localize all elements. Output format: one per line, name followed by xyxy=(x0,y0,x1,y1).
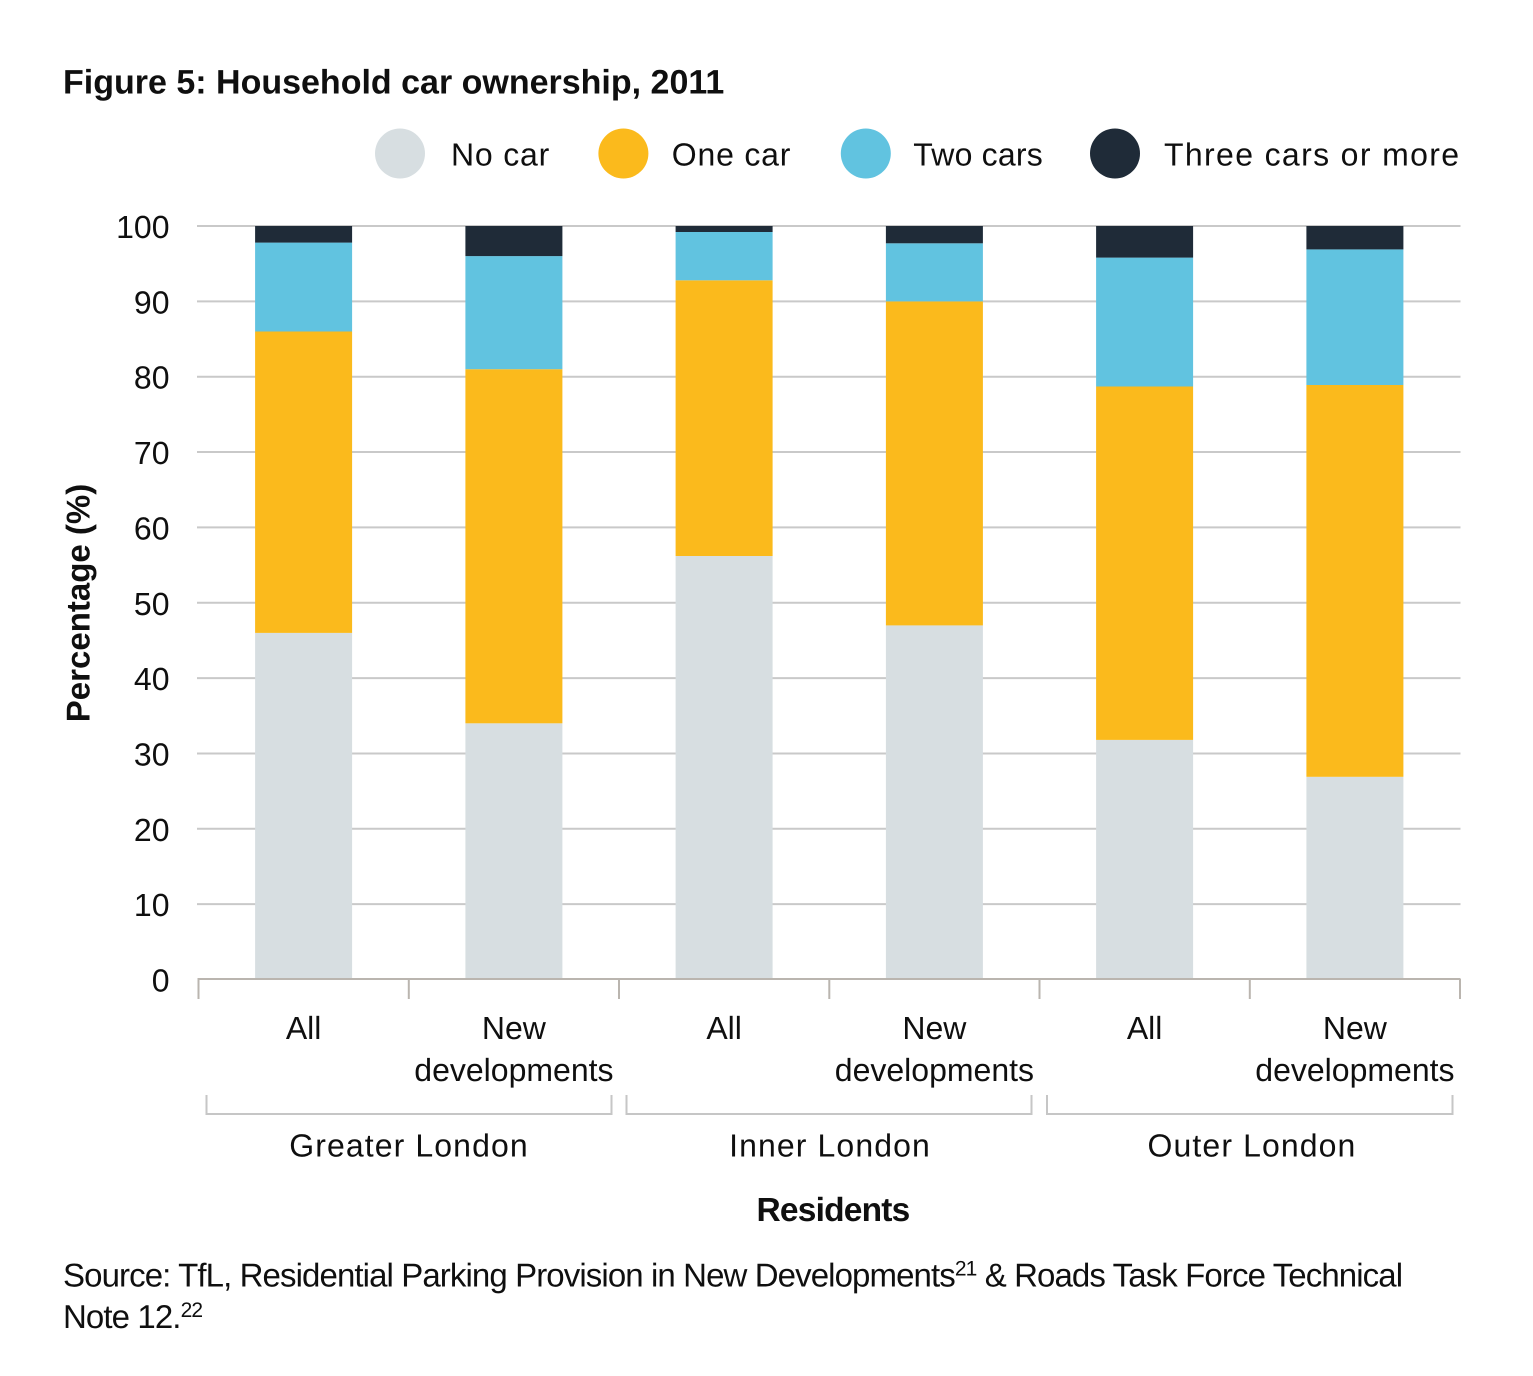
svg-text:New: New xyxy=(902,1010,967,1046)
svg-text:All: All xyxy=(1127,1010,1163,1046)
svg-text:70: 70 xyxy=(134,435,170,471)
svg-text:40: 40 xyxy=(134,661,170,697)
svg-text:Note 12.22: Note 12.22 xyxy=(63,1298,202,1335)
svg-text:New: New xyxy=(482,1010,547,1046)
svg-text:60: 60 xyxy=(134,510,170,546)
svg-text:New: New xyxy=(1323,1010,1388,1046)
svg-text:No car: No car xyxy=(451,137,550,173)
svg-text:0: 0 xyxy=(152,963,170,999)
svg-text:developments: developments xyxy=(414,1052,613,1088)
svg-text:developments: developments xyxy=(1255,1052,1454,1088)
svg-text:30: 30 xyxy=(134,737,170,773)
svg-text:20: 20 xyxy=(134,812,170,848)
svg-text:Three cars or more: Three cars or more xyxy=(1164,137,1460,173)
svg-text:Inner London: Inner London xyxy=(729,1128,931,1164)
svg-text:Percentage (%): Percentage (%) xyxy=(60,484,97,722)
svg-text:50: 50 xyxy=(134,586,170,622)
svg-text:10: 10 xyxy=(134,887,170,923)
svg-text:Two cars: Two cars xyxy=(913,137,1043,173)
svg-text:All: All xyxy=(706,1010,742,1046)
svg-text:90: 90 xyxy=(134,284,170,320)
svg-text:Outer London: Outer London xyxy=(1148,1128,1357,1164)
svg-text:Greater London: Greater London xyxy=(289,1128,529,1164)
svg-text:All: All xyxy=(286,1010,322,1046)
svg-text:Source: TfL, Residential Parki: Source: TfL, Residential Parking Provisi… xyxy=(63,1257,1402,1294)
svg-text:developments: developments xyxy=(835,1052,1034,1088)
svg-text:Figure 5: Household car owners: Figure 5: Household car ownership, 2011 xyxy=(63,64,724,102)
svg-text:One car: One car xyxy=(672,137,791,173)
svg-text:100: 100 xyxy=(116,209,169,245)
svg-text:Residents: Residents xyxy=(757,1192,910,1229)
svg-text:80: 80 xyxy=(134,360,170,396)
